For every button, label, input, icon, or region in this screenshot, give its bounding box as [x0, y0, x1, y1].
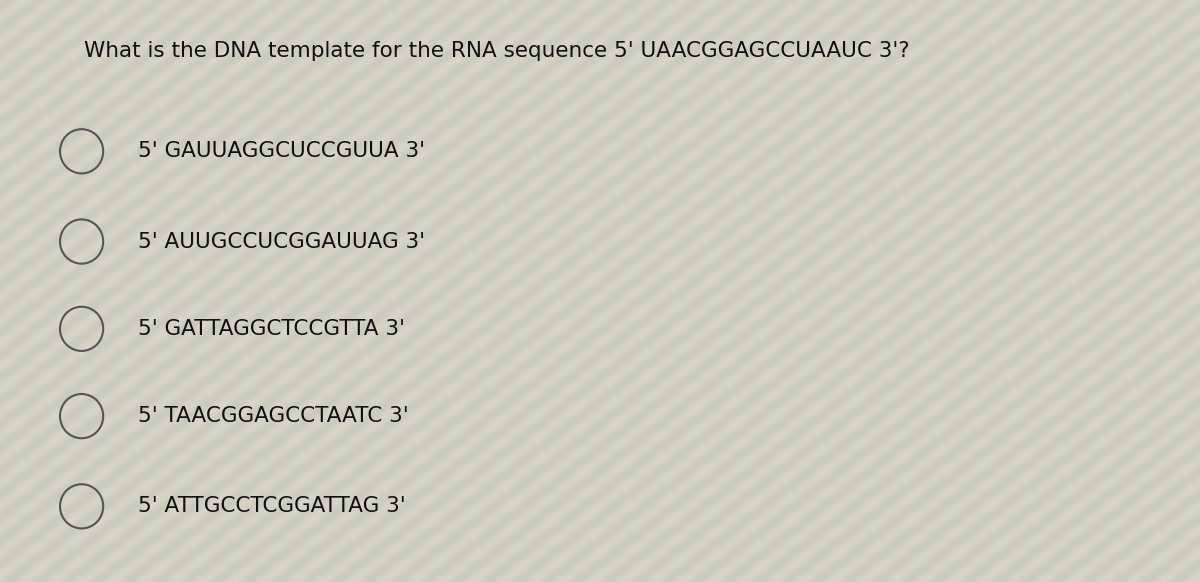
Text: 5' TAACGGAGCCTAATC 3': 5' TAACGGAGCCTAATC 3'	[138, 406, 409, 426]
Text: 5' GATTAGGCTCCGTTA 3': 5' GATTAGGCTCCGTTA 3'	[138, 319, 404, 339]
Text: What is the DNA template for the RNA sequence 5' UAACGGAGCCUAAUC 3'?: What is the DNA template for the RNA seq…	[84, 41, 910, 61]
Text: 5' AUUGCCUCGGAUUAG 3': 5' AUUGCCUCGGAUUAG 3'	[138, 232, 425, 251]
Text: 5' ATTGCCTCGGATTAG 3': 5' ATTGCCTCGGATTAG 3'	[138, 496, 406, 516]
Text: 5' GAUUAGGCUCCGUUA 3': 5' GAUUAGGCUCCGUUA 3'	[138, 141, 425, 161]
